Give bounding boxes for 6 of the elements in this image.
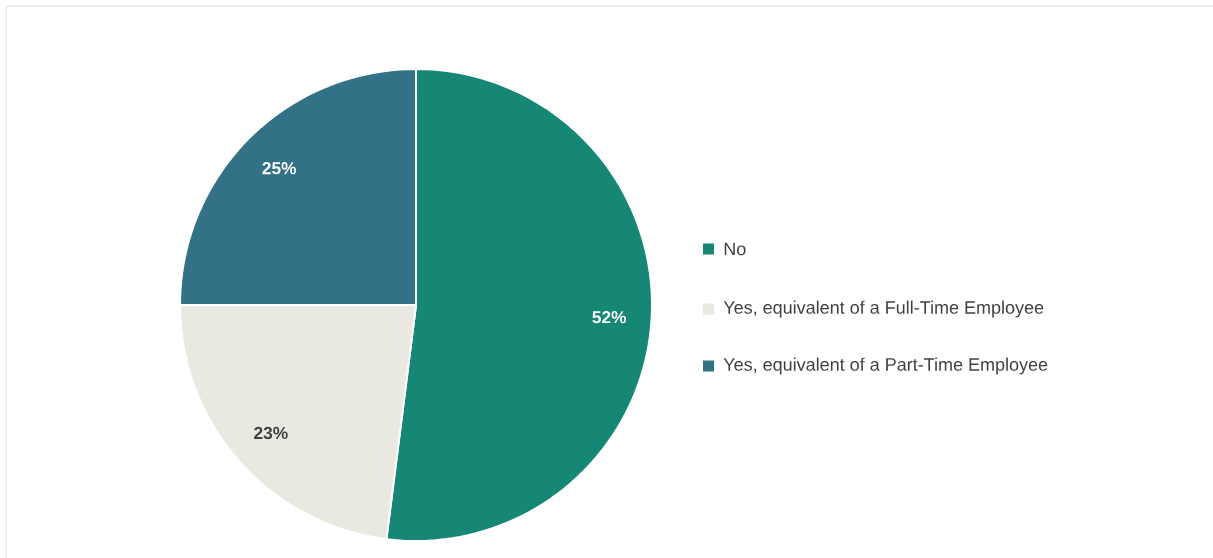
data-label: 23% — [254, 426, 288, 440]
legend-label: Yes, equivalent of a Part-Time Employee — [723, 357, 1048, 375]
legend-label: Yes, equivalent of a Full-Time Employee — [723, 300, 1044, 318]
data-label: 25% — [262, 162, 297, 175]
data-label: 52% — [592, 311, 627, 324]
legend-label: No — [724, 242, 746, 256]
